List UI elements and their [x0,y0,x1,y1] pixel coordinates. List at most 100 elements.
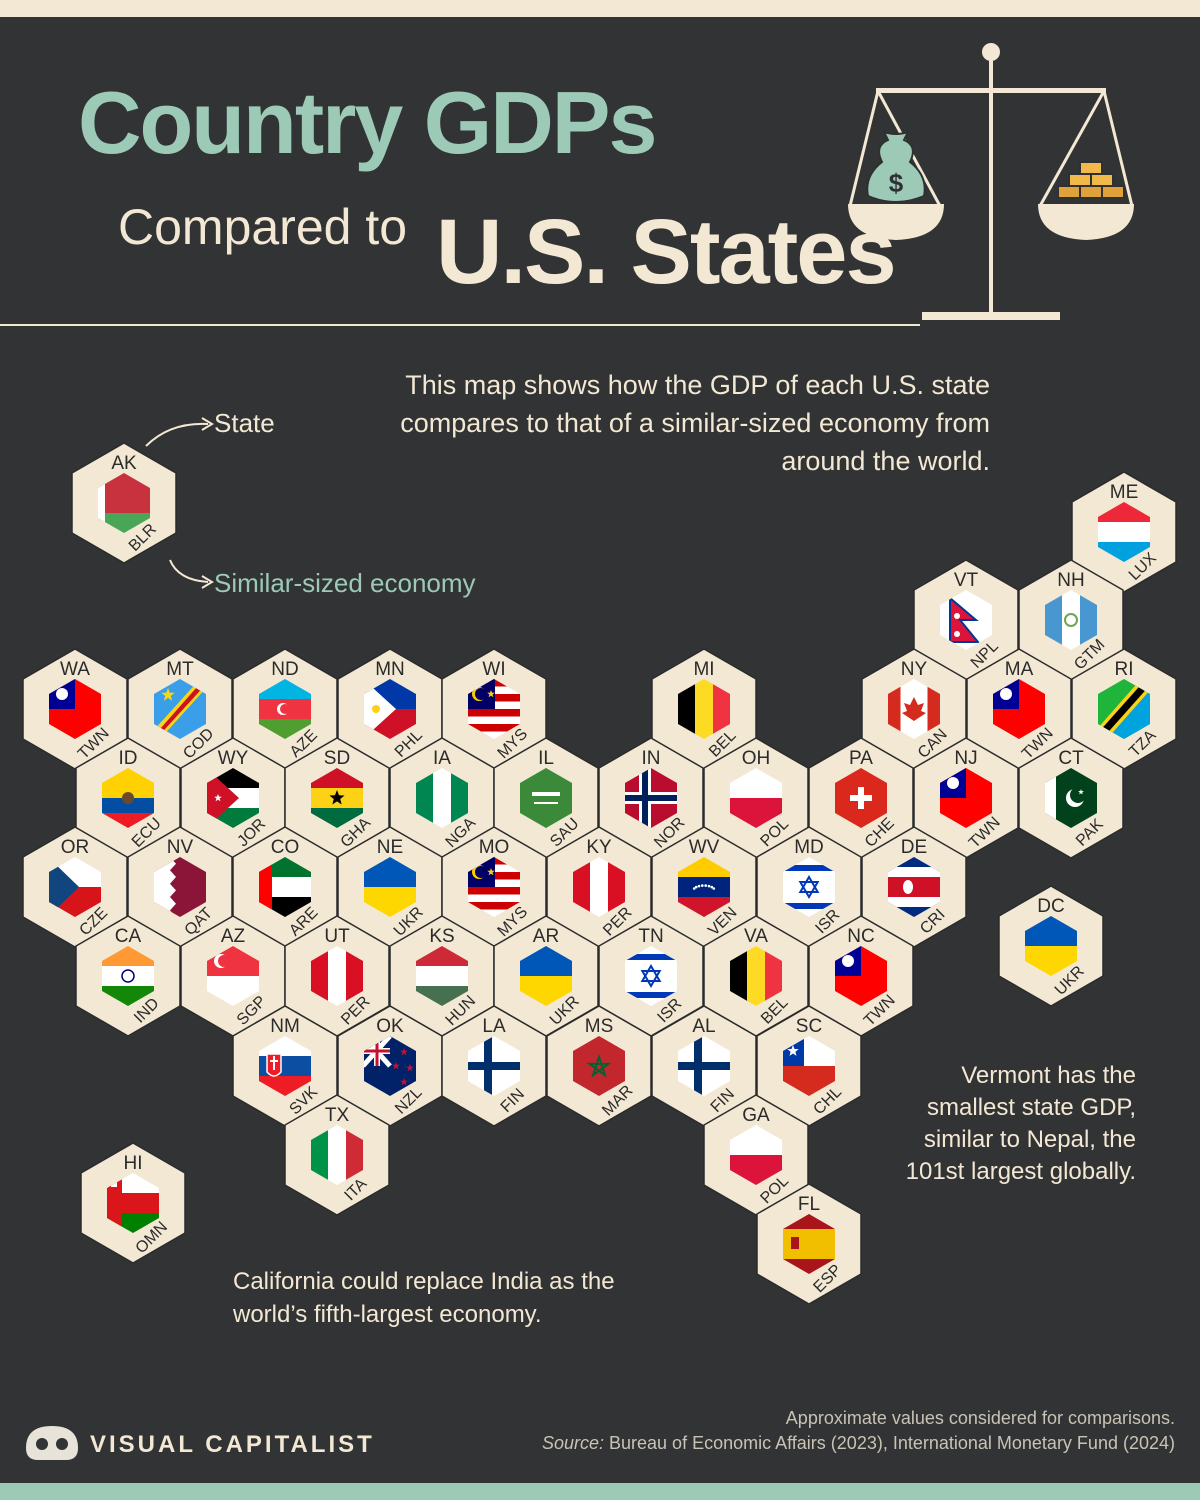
money-bag-icon: $ [866,130,926,203]
flag-cod [154,679,206,739]
state-code: ID [119,748,138,769]
state-code: HI [124,1153,143,1174]
state-code: PA [849,748,873,769]
state-code: DE [901,837,927,858]
state-code: AL [692,1016,715,1037]
state-code: IA [433,748,451,769]
state-code: OR [61,837,90,858]
vermont-note: Vermont has the smallest state GDP, simi… [905,1062,1136,1185]
california-note: California could replace India as the wo… [233,1268,615,1328]
state-code: WI [482,659,505,680]
state-code: KS [429,926,454,947]
flag-twn [940,768,992,828]
state-code: VA [744,926,768,947]
visual-capitalist-logo [26,1426,78,1460]
state-code: IL [538,748,554,769]
intro-text: This map shows how the GDP of each U.S. … [400,370,990,476]
state-code: ND [271,659,298,680]
flag-per [573,857,625,917]
state-code: AZ [221,926,246,947]
state-code: FL [798,1194,820,1215]
flag-cri [888,857,940,917]
title-line-2a: Compared to [118,199,408,255]
flag-nga [416,768,468,828]
state-code: TN [638,926,663,947]
state-code: MA [1005,659,1034,680]
state-code: NE [377,837,403,858]
state-code: DC [1037,896,1064,917]
state-code: UT [324,926,350,947]
legend-state-label: State [214,408,275,438]
state-code: MT [166,659,194,680]
bottom-band [0,1483,1200,1500]
state-code: SD [324,748,350,769]
state-code: NC [847,926,874,947]
flag-bel [730,946,782,1006]
footnote-approx: Approximate values considered for compar… [785,1408,1175,1428]
state-code: OH [742,748,771,769]
state-code: WY [218,748,249,769]
state-code: NM [270,1016,300,1037]
source-text: Bureau of Economic Affairs (2023), Inter… [609,1433,1175,1453]
header-divider [0,324,920,326]
state-code: NH [1057,570,1084,591]
state-code: WV [689,837,720,858]
brand-name: VISUAL CAPITALIST [90,1431,375,1458]
state-code: AK [111,453,137,474]
state-code: SC [796,1016,822,1037]
state-code: MO [479,837,510,858]
flag-twn [835,946,887,1006]
legend-arrows [145,417,214,589]
flag-qat [154,857,206,917]
state-code: TX [325,1105,350,1126]
state-code: MI [693,659,714,680]
title-line-1: Country GDPs [78,73,657,172]
state-code: WA [60,659,90,680]
state-code: MN [375,659,405,680]
state-code: OK [376,1016,404,1037]
flag-jor [207,768,259,828]
svg-text:$: $ [889,168,904,198]
state-code: NY [901,659,928,680]
balance-scale-icon: $ [848,43,1134,320]
flag-isr [783,857,835,917]
state-code: LA [482,1016,506,1037]
state-code: IN [642,748,661,769]
flag-fin [678,1036,730,1096]
gold-bars-icon [1057,161,1125,199]
state-code: VT [954,570,979,591]
flag-can [888,679,940,739]
state-code: ME [1110,482,1139,503]
state-code: GA [742,1105,770,1126]
flag-che [835,768,887,828]
state-code: RI [1115,659,1134,680]
state-code: MD [794,837,824,858]
state-code: CO [271,837,300,858]
